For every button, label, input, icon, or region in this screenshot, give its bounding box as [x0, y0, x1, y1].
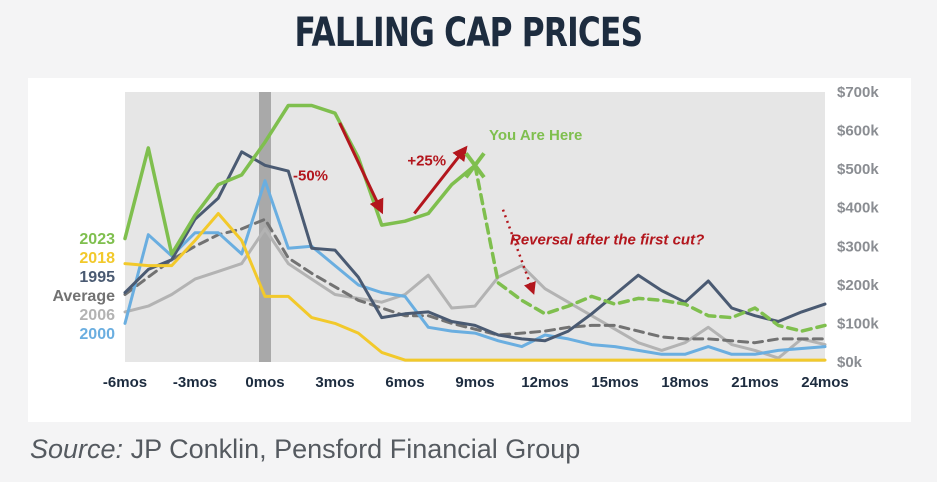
drop-label: -50% [293, 168, 328, 185]
y-tick-label: $500k [837, 161, 879, 178]
series-line-average-dashed-1 [123, 217, 827, 345]
chart-panel: -50% +25% You Are Here Reversal after the f… [28, 78, 911, 422]
you-are-here-label: You Are Here [489, 127, 582, 144]
y-tick-label: $100k [837, 315, 879, 332]
y-tick-label: $400k [837, 200, 879, 217]
event-marker-bar [259, 92, 271, 362]
y-tick-label: $0k [837, 354, 863, 371]
series-line-2006-0 [123, 227, 827, 360]
x-tick-label: 21mos [731, 374, 779, 391]
x-tick-label: -6mos [103, 374, 147, 391]
x-tick-label: 6mos [385, 374, 424, 391]
chart-title: FALLING CAP PRICES [294, 10, 644, 56]
x-tick-label: 24mos [801, 374, 849, 391]
legend-entry-1995: 1995 [79, 269, 115, 286]
y-tick-label: $300k [837, 238, 879, 255]
x-tick-label: 9mos [455, 374, 494, 391]
reversal-label: Reversal after the first cut? [510, 231, 704, 248]
series-line-2023-5 [123, 103, 477, 256]
legend-entry-2006: 2006 [79, 307, 115, 324]
source-credit: Source: JP Conklin, Pensford Financial G… [30, 434, 580, 465]
legend-entry-2018: 2018 [79, 250, 115, 267]
legend-entry-2000: 2000 [79, 326, 115, 343]
source-text: JP Conklin, Pensford Financial Group [123, 434, 581, 464]
series-line-2018-4 [123, 212, 827, 362]
source-prefix: Source: [30, 434, 124, 464]
drop-arrow [338, 122, 384, 215]
y-tick-label: $600k [837, 123, 879, 140]
x-tick-label: 3mos [315, 374, 354, 391]
series-line-2000-2 [123, 179, 827, 356]
rise-label: +25% [407, 152, 446, 169]
rise-arrow [413, 145, 468, 215]
series-line-1995-3 [123, 150, 827, 343]
x-tick-label: 18mos [661, 374, 709, 391]
x-tick-label: -3mos [173, 374, 217, 391]
legend-entry-average: Average [52, 288, 115, 305]
x-tick-label: 15mos [591, 374, 639, 391]
x-tick-label: 0mos [245, 374, 284, 391]
legend-entry-2023: 2023 [79, 231, 115, 248]
line-chart: -50% +25% You Are Here Reversal after the f… [52, 84, 879, 391]
x-tick-label: 12mos [521, 374, 569, 391]
series-line-2023-dashed-6 [473, 163, 827, 333]
you-are-here-x-mark [464, 152, 486, 179]
y-tick-label: $700k [837, 84, 879, 101]
reversal-arrow [501, 209, 536, 295]
y-tick-label: $200k [837, 277, 879, 294]
